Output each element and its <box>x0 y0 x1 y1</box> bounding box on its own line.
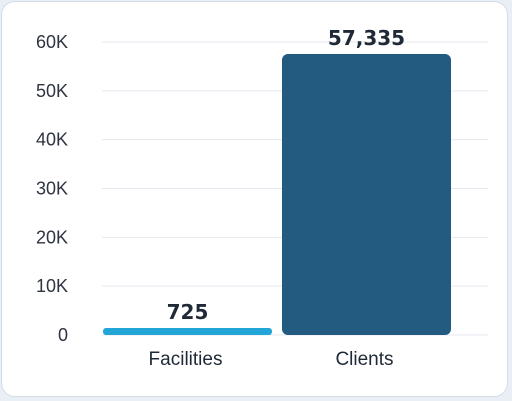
y-tick-label: 30K <box>36 179 68 199</box>
x-category-label: Facilities <box>149 349 223 370</box>
y-tick-label: 20K <box>36 227 68 247</box>
data-label: 725 <box>167 300 209 324</box>
y-tick-label: 40K <box>36 130 68 150</box>
y-tick-label: 60K <box>36 32 68 52</box>
bar-chart: 0 10K 20K 30K 40K 50K 60K 725 Facilities 57,335 Cl… <box>36 26 488 370</box>
x-category-label: Clients <box>335 349 393 370</box>
y-tick-label: 50K <box>36 81 68 101</box>
y-tick-label: 10K <box>36 276 68 296</box>
data-label: 57,335 <box>328 26 405 50</box>
bar-clients[interactable] <box>282 54 451 335</box>
y-tick-label: 0 <box>58 325 68 345</box>
chart-card: 0 10K 20K 30K 40K 50K 60K 725 Facilities 57,335 Cl… <box>1 1 508 397</box>
bar-facilities[interactable] <box>103 328 272 335</box>
